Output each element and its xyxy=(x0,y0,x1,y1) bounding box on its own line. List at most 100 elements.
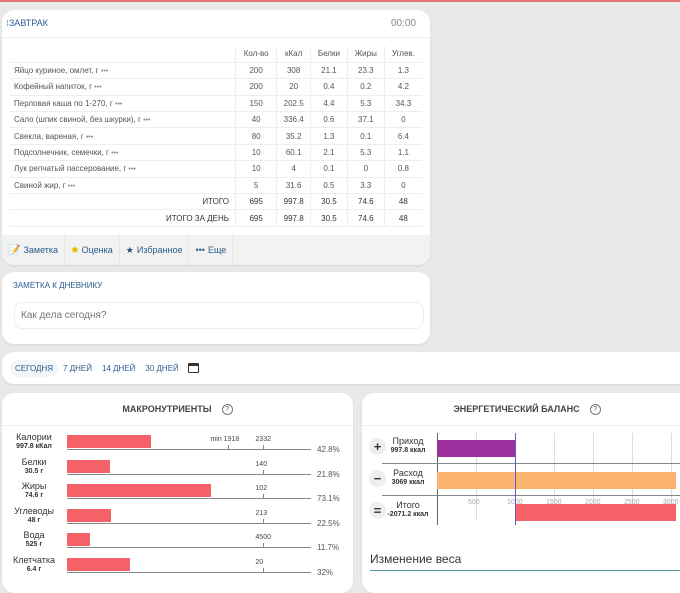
note-button[interactable]: 📝 Заметка xyxy=(2,235,66,265)
food-name[interactable]: Свекла, вареная, г xyxy=(14,131,84,141)
cell-c: 34.3 xyxy=(383,95,422,113)
divider xyxy=(382,463,680,464)
macro-value: 74.6 г xyxy=(24,492,44,499)
cell-kcal: 4 xyxy=(276,160,311,178)
more-dots-icon[interactable]: ••• xyxy=(94,84,102,92)
food-name[interactable]: Подсолнечник, семечки, г xyxy=(14,148,109,158)
col-header: Кол-во xyxy=(234,46,277,63)
more-dots-icon[interactable]: ••• xyxy=(128,166,136,174)
macro-name: Клетчатка xyxy=(12,554,56,565)
macro-title: МАКРОНУТРИЕНТЫ xyxy=(122,404,212,414)
more-dots-icon[interactable]: ••• xyxy=(100,68,109,76)
macro-value: 525 г xyxy=(25,541,43,548)
macro-percent: 22.5% xyxy=(317,518,340,528)
note-icon: 📝 xyxy=(8,244,21,256)
target-label: 102 xyxy=(255,485,268,492)
period-today[interactable]: СЕГОДНЯ xyxy=(10,359,59,377)
tick-label: 500 xyxy=(468,499,480,506)
table-row[interactable]: Свиной жир, г ••• 5 31.6 0.5 3.3 0 xyxy=(10,177,422,195)
period-7-days[interactable]: 7 ДНЕЙ xyxy=(63,363,92,373)
help-icon[interactable]: ? xyxy=(589,403,601,415)
food-name[interactable]: Лук репчатый пассерование, г xyxy=(14,164,127,174)
macro-bar xyxy=(67,508,112,522)
col-header: кКал xyxy=(276,46,311,63)
diary-note-card: ЗАМЕТКА К ДНЕВНИКУ xyxy=(2,272,430,344)
cell-qty: 5 xyxy=(234,177,277,195)
table-row[interactable]: Яйцо куриное, омлет, г ••• 200 308 21.1 23.3… xyxy=(10,62,422,80)
table-row[interactable]: Подсолнечник, семечки, г ••• 10 60.1 2.1 5.3… xyxy=(10,144,422,162)
cell-c: 0 xyxy=(383,177,422,195)
divider xyxy=(382,495,680,496)
macro-value: 48 г xyxy=(27,516,41,524)
cell-p: 0.4 xyxy=(309,78,348,96)
min-label: min 1918 xyxy=(210,436,240,443)
macro-row: Белки 30.5 г 140 21.8% xyxy=(2,456,353,482)
macro-percent: 21.8% xyxy=(317,469,340,479)
meal-card-breakfast: ⁝ЗАВТРАК 00:00 Кол-во кКал Белки Жиры Углев.… xyxy=(2,10,430,265)
cell-f: 23.3 xyxy=(346,62,385,80)
total-f: 74.6 xyxy=(346,209,385,227)
table-row[interactable]: Сало (шпик свиной, без шкурки), г ••• 40 3… xyxy=(10,111,422,129)
intake-marker-line xyxy=(514,433,517,525)
period-selector: СЕГОДНЯ 7 ДНЕЙ 14 ДНЕЙ 30 ДНЕЙ xyxy=(2,352,680,384)
cell-f: 0.2 xyxy=(346,78,385,96)
col-header: Углев. xyxy=(383,46,422,63)
meal-time[interactable]: 00:00 xyxy=(390,18,416,29)
min-tick xyxy=(228,445,230,450)
macro-row: Вода 525 г 4500 11.7% xyxy=(2,531,353,555)
food-name[interactable]: Сало (шпик свиной, без шкурки), г xyxy=(14,115,141,125)
calendar-icon[interactable] xyxy=(187,363,199,373)
more-dots-icon[interactable]: ••• xyxy=(85,133,94,141)
diary-note-input[interactable] xyxy=(14,302,424,329)
table-row[interactable]: Свекла, вареная, г ••• 80 35.2 1.3 0.1 6.4 xyxy=(10,127,422,145)
more-button[interactable]: ••• Еще xyxy=(189,235,234,265)
macro-axis xyxy=(67,449,311,450)
rating-button[interactable]: ✹ Оценка xyxy=(65,235,120,265)
more-dots-icon[interactable]: ••• xyxy=(111,150,119,158)
total-kcal: 997.8 xyxy=(276,209,311,227)
target-label: 4500 xyxy=(255,534,271,541)
drag-handle-icon[interactable]: ⁝ xyxy=(6,18,9,28)
help-icon[interactable]: ? xyxy=(221,403,233,415)
cell-qty: 80 xyxy=(234,127,277,145)
period-30-days[interactable]: 30 ДНЕЙ xyxy=(145,363,179,373)
tick-label: 1500 xyxy=(546,499,562,506)
more-dots-icon[interactable]: ••• xyxy=(143,117,151,125)
macro-label: Жиры 74.6 г xyxy=(2,482,66,500)
total-qty: 695 xyxy=(234,193,277,211)
table-row[interactable]: Лук репчатый пассерование, г ••• 10 4 0.1 0 0… xyxy=(10,160,422,178)
macro-row: Углеводы 48 г 213 22.5% xyxy=(2,506,353,531)
table-row[interactable]: Перловая каша по 1-270, г ••• 150 202.5 4.4… xyxy=(10,95,422,113)
cell-kcal: 202.5 xyxy=(276,95,311,113)
meal-header[interactable]: ⁝ЗАВТРАК 00:00 xyxy=(2,10,430,38)
totals-row: ИТОГО ЗА ДЕНЬ 695 997.8 30.5 74.6 48 xyxy=(10,209,422,227)
target-tick xyxy=(263,567,265,573)
macro-percent: 42.8% xyxy=(317,445,340,454)
macro-name: Белки xyxy=(21,456,47,467)
cell-f: 3.3 xyxy=(346,177,385,195)
more-dots-icon[interactable]: ••• xyxy=(67,182,76,190)
favorite-button[interactable]: ★ Избранное xyxy=(120,235,190,265)
more-dots-icon[interactable]: ••• xyxy=(115,100,123,108)
food-name[interactable]: Свиной жир, г xyxy=(14,180,66,190)
food-name[interactable]: Перловая каша по 1-270, г xyxy=(14,98,113,108)
total-c: 48 xyxy=(383,209,422,227)
target-tick xyxy=(263,469,265,475)
macro-percent: 73.1% xyxy=(317,494,340,503)
food-name[interactable]: Кофейный напиток, г xyxy=(14,82,93,92)
energy-title: ЭНЕРГЕТИЧЕСКИЙ БАЛАНС xyxy=(453,404,580,414)
table-row[interactable]: Кофейный напиток, г ••• 200 20 0.4 0.2 4.2 xyxy=(10,78,422,96)
cell-p: 0.5 xyxy=(309,177,348,195)
cell-kcal: 35.2 xyxy=(276,127,311,145)
col-header: Жиры xyxy=(346,46,385,63)
cell-kcal: 60.1 xyxy=(276,144,311,162)
target-label: 2332 xyxy=(255,436,271,443)
period-14-days[interactable]: 14 ДНЕЙ xyxy=(101,363,136,373)
cell-p: 0.1 xyxy=(309,160,348,178)
energy-value: 997.8 ккал xyxy=(390,447,426,454)
food-name[interactable]: Яйцо куриное, омлет, г xyxy=(14,66,99,76)
energy-bar xyxy=(437,440,515,457)
cell-kcal: 308 xyxy=(276,62,311,80)
meal-table: Кол-во кКал Белки Жиры Углев. Яйцо куриное, … xyxy=(10,46,422,227)
col-name xyxy=(10,46,236,63)
